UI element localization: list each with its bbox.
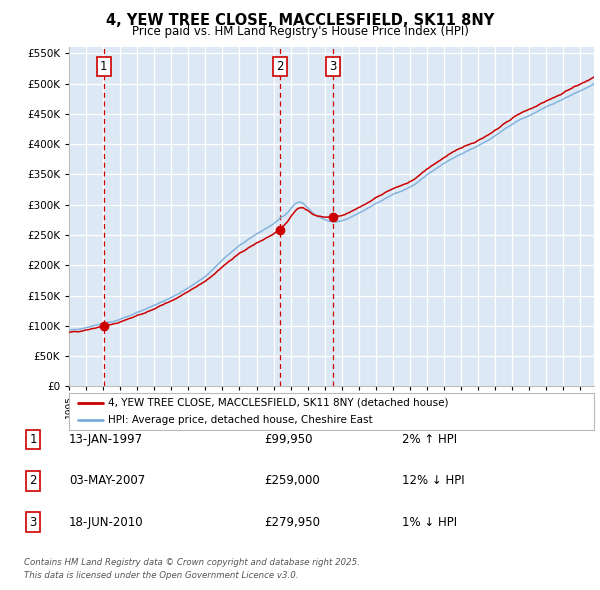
Text: 1: 1	[29, 433, 37, 446]
Text: 3: 3	[29, 516, 37, 529]
Text: £259,000: £259,000	[264, 474, 320, 487]
Text: £279,950: £279,950	[264, 516, 320, 529]
Text: 2: 2	[29, 474, 37, 487]
Text: 1: 1	[100, 60, 107, 73]
Text: 4, YEW TREE CLOSE, MACCLESFIELD, SK11 8NY: 4, YEW TREE CLOSE, MACCLESFIELD, SK11 8N…	[106, 13, 494, 28]
Text: 13-JAN-1997: 13-JAN-1997	[69, 433, 143, 446]
Text: 4, YEW TREE CLOSE, MACCLESFIELD, SK11 8NY (detached house): 4, YEW TREE CLOSE, MACCLESFIELD, SK11 8N…	[109, 398, 449, 408]
Text: £99,950: £99,950	[264, 433, 313, 446]
Text: HPI: Average price, detached house, Cheshire East: HPI: Average price, detached house, Ches…	[109, 415, 373, 425]
Text: 3: 3	[329, 60, 336, 73]
Text: This data is licensed under the Open Government Licence v3.0.: This data is licensed under the Open Gov…	[24, 571, 299, 580]
Text: Contains HM Land Registry data © Crown copyright and database right 2025.: Contains HM Land Registry data © Crown c…	[24, 558, 360, 566]
Text: 03-MAY-2007: 03-MAY-2007	[69, 474, 145, 487]
Text: 2: 2	[276, 60, 284, 73]
Text: 18-JUN-2010: 18-JUN-2010	[69, 516, 143, 529]
Text: 2% ↑ HPI: 2% ↑ HPI	[402, 433, 457, 446]
Text: 1% ↓ HPI: 1% ↓ HPI	[402, 516, 457, 529]
Text: 12% ↓ HPI: 12% ↓ HPI	[402, 474, 464, 487]
Text: Price paid vs. HM Land Registry's House Price Index (HPI): Price paid vs. HM Land Registry's House …	[131, 25, 469, 38]
